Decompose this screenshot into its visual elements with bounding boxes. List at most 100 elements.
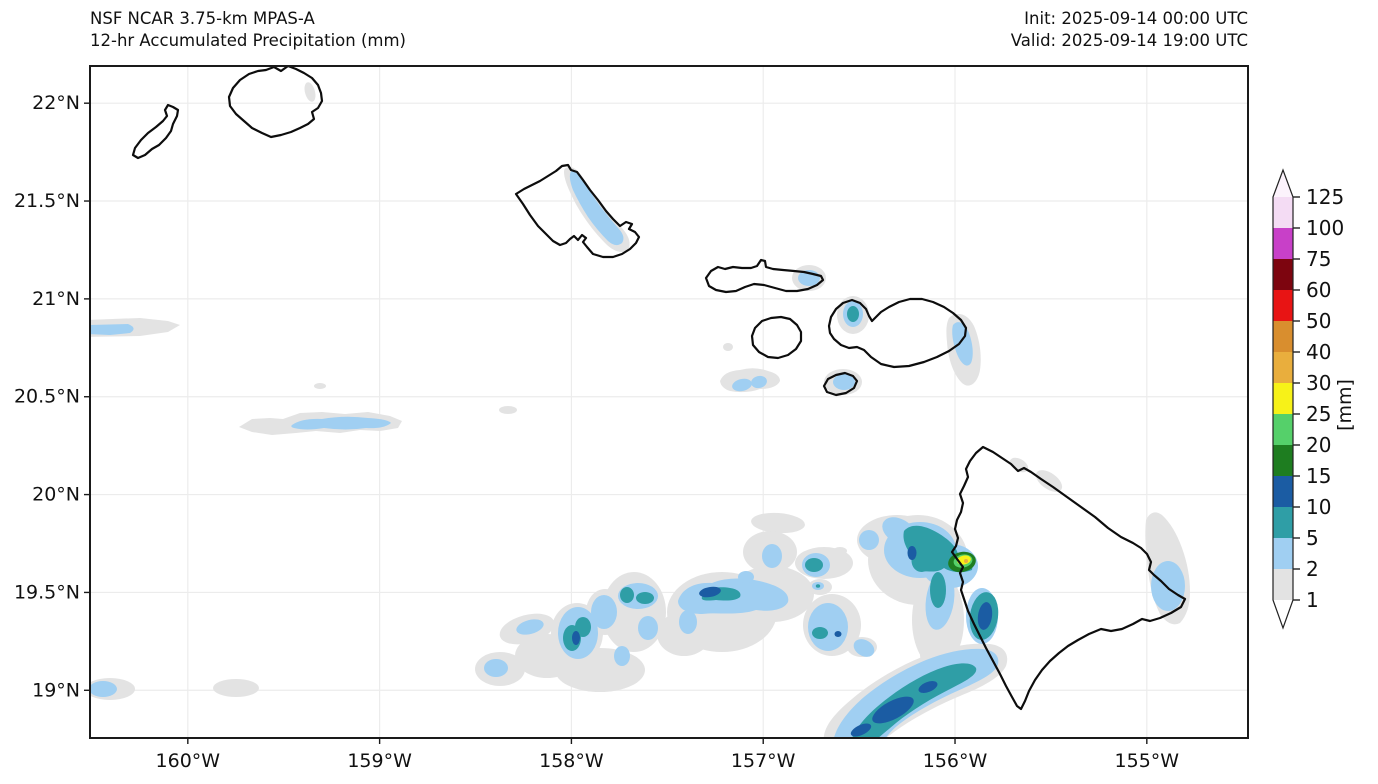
colorbar-segment	[1273, 414, 1293, 445]
colorbar-segment	[1273, 228, 1293, 259]
island-kauai	[227, 66, 324, 139]
island-kahoolawe	[822, 371, 859, 397]
y-tick-label: 19.5°N	[14, 581, 80, 603]
precip-region	[723, 343, 733, 351]
precip-region	[859, 530, 879, 550]
x-tick-label: 158°W	[539, 750, 604, 772]
colorbar-tick-label: 5	[1306, 526, 1319, 550]
y-tick-label: 19°N	[32, 679, 80, 701]
y-tick-label: 22°N	[32, 92, 80, 114]
island-molokai	[704, 258, 825, 294]
precip-region	[1035, 470, 1063, 492]
precip-region	[850, 723, 872, 737]
precip-region	[812, 627, 828, 639]
precip-region	[834, 631, 842, 637]
title-line-1: NSF NCAR 3.75-km MPAS-A	[90, 9, 315, 28]
precip-region	[499, 406, 517, 414]
precip-region	[751, 375, 767, 389]
precip-region	[291, 416, 391, 430]
precip-region	[815, 584, 821, 588]
colorbar-over-arrow	[1273, 170, 1293, 197]
precip-region	[952, 322, 973, 366]
colorbar-segment	[1273, 538, 1293, 569]
island-niihau	[131, 103, 180, 160]
precip-region	[516, 619, 544, 635]
colorbar-tick-label: 60	[1306, 278, 1331, 302]
x-tick-label: 159°W	[347, 750, 412, 772]
precip-region	[847, 306, 859, 322]
precip-region	[762, 544, 782, 568]
precip-region	[699, 586, 721, 598]
precip-region	[304, 82, 316, 102]
precip-region	[808, 603, 848, 651]
colorbar-tick-label: 2	[1306, 557, 1319, 581]
colorbar-tick-label: 10	[1306, 495, 1331, 519]
precip-level-1-2mm	[90, 82, 1190, 738]
precip-region	[591, 595, 617, 629]
precip-region	[907, 546, 917, 560]
precip-region	[569, 170, 624, 246]
precip-region	[805, 558, 823, 572]
precip-region	[930, 572, 946, 608]
precip-region	[918, 681, 938, 693]
colorbar-segment	[1273, 569, 1293, 600]
precip-region	[636, 592, 654, 604]
colorbar-segment	[1273, 383, 1293, 414]
colorbar-segment	[1273, 290, 1293, 321]
colorbar-tick-label: 20	[1306, 433, 1331, 457]
precip-region	[833, 374, 855, 390]
x-axis: 160°W 159°W 158°W 157°W 156°W 155°W	[156, 738, 1180, 772]
precip-region	[657, 612, 711, 656]
precip-region	[638, 616, 658, 640]
x-tick-label: 155°W	[1115, 750, 1180, 772]
colorbar-tick-label: 75	[1306, 247, 1331, 271]
colorbar-segment	[1273, 476, 1293, 507]
colorbar-segment	[1273, 445, 1293, 476]
island-lanai	[750, 315, 803, 360]
y-tick-label: 21°N	[32, 288, 80, 310]
colorbar-unit-label: [mm]	[1334, 379, 1356, 431]
precip-region	[872, 696, 914, 724]
y-tick-label: 20.5°N	[14, 386, 80, 408]
grid-lines	[90, 66, 1248, 738]
colorbar-segment	[1273, 507, 1293, 538]
run-info: Init: 2025-09-14 00:00 UTC Valid: 2025-0…	[1011, 8, 1248, 52]
precip-region	[853, 639, 875, 657]
precip-region	[614, 646, 630, 666]
precip-region	[620, 587, 634, 603]
x-tick-label: 156°W	[923, 750, 988, 772]
precip-region	[833, 547, 847, 555]
precip-region	[1151, 561, 1185, 611]
colorbar-tick-label: 50	[1306, 309, 1331, 333]
precip-region	[751, 512, 805, 534]
precip-region	[720, 368, 780, 393]
coastlines	[131, 66, 1187, 711]
precip-level-30-40mm	[964, 559, 968, 563]
colorbar-segment	[1273, 352, 1293, 383]
y-axis: 22°N 21.5°N 21°N 20.5°N 20°N 19.5°N 19°N	[14, 92, 90, 701]
init-time: Init: 2025-09-14 00:00 UTC	[1024, 9, 1248, 28]
precip-region	[213, 679, 259, 697]
colorbar-tick-label: 30	[1306, 371, 1331, 395]
precip-region	[964, 559, 968, 563]
colorbar-tick-label: 15	[1306, 464, 1331, 488]
colorbar-segment	[1273, 259, 1293, 290]
x-tick-label: 160°W	[156, 750, 221, 772]
precip-region	[575, 617, 591, 637]
precip-level-2-5mm	[90, 170, 1185, 738]
colorbar-segment	[1273, 321, 1293, 352]
colorbar-tick-label: 1	[1306, 588, 1319, 612]
precip-region	[90, 681, 117, 697]
island-oahu	[514, 163, 641, 259]
precip-region	[977, 602, 993, 630]
figure-title: NSF NCAR 3.75-km MPAS-A 12-hr Accumulate…	[90, 8, 406, 52]
title-line-2: 12-hr Accumulated Precipitation (mm)	[90, 31, 406, 50]
colorbar-tick-label: 100	[1306, 216, 1344, 240]
precip-region	[732, 378, 752, 392]
colorbar-under-arrow	[1273, 600, 1293, 628]
island-hawaii-big-island	[950, 445, 1187, 711]
island-maui	[827, 297, 968, 369]
precip-region	[314, 383, 326, 389]
